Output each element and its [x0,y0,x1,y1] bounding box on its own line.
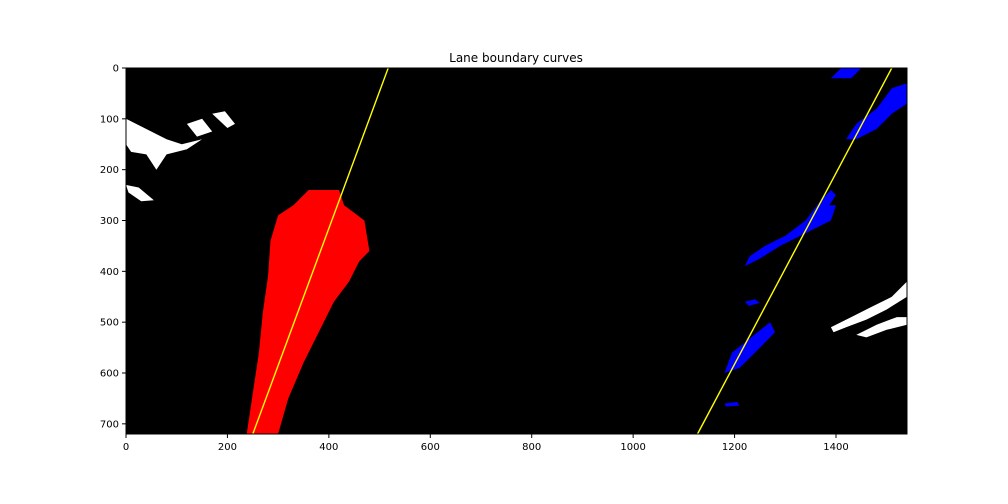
fit-line-0 [252,67,389,435]
y-tick-label: 0 [113,64,119,75]
y-tick-label: 700 [100,419,119,430]
pixel-region-9 [186,118,213,137]
pixel-region-10 [212,111,235,128]
x-tick-label: 200 [218,442,237,453]
fit-lines [252,67,893,435]
y-tick-label: 300 [100,216,119,227]
pixel-region-6 [744,299,760,306]
pixel-region-7 [724,402,740,407]
pixel-region-5 [830,68,862,79]
fit-line-1 [696,67,893,435]
pixel-region-12 [830,281,907,333]
y-tick-label: 600 [100,369,119,380]
chart-title: Lane boundary curves [449,51,583,65]
y-tick-label: 200 [100,165,119,176]
plot-frame [125,67,908,435]
pixel-region-13 [856,317,907,338]
y-tick-label: 500 [100,318,119,329]
y-tick-label: 100 [100,114,119,125]
pixel-region-8 [126,118,203,170]
plot-background [126,68,907,434]
x-tick-label: 1400 [823,442,848,453]
pixel-region-11 [126,184,154,202]
x-tick-label: 800 [522,442,541,453]
x-axis: 0 200 400 600 800 1000 1200 1400 [123,434,849,453]
x-tick-label: 0 [123,442,129,453]
y-tick-label: 400 [100,267,119,278]
x-tick-label: 1000 [620,442,645,453]
pixel-region-0 [246,190,370,434]
x-tick-label: 600 [421,442,440,453]
x-tick-label: 1200 [722,442,747,453]
x-tick-label: 400 [319,442,338,453]
y-axis: 0 100 200 300 400 500 600 700 [100,64,126,430]
